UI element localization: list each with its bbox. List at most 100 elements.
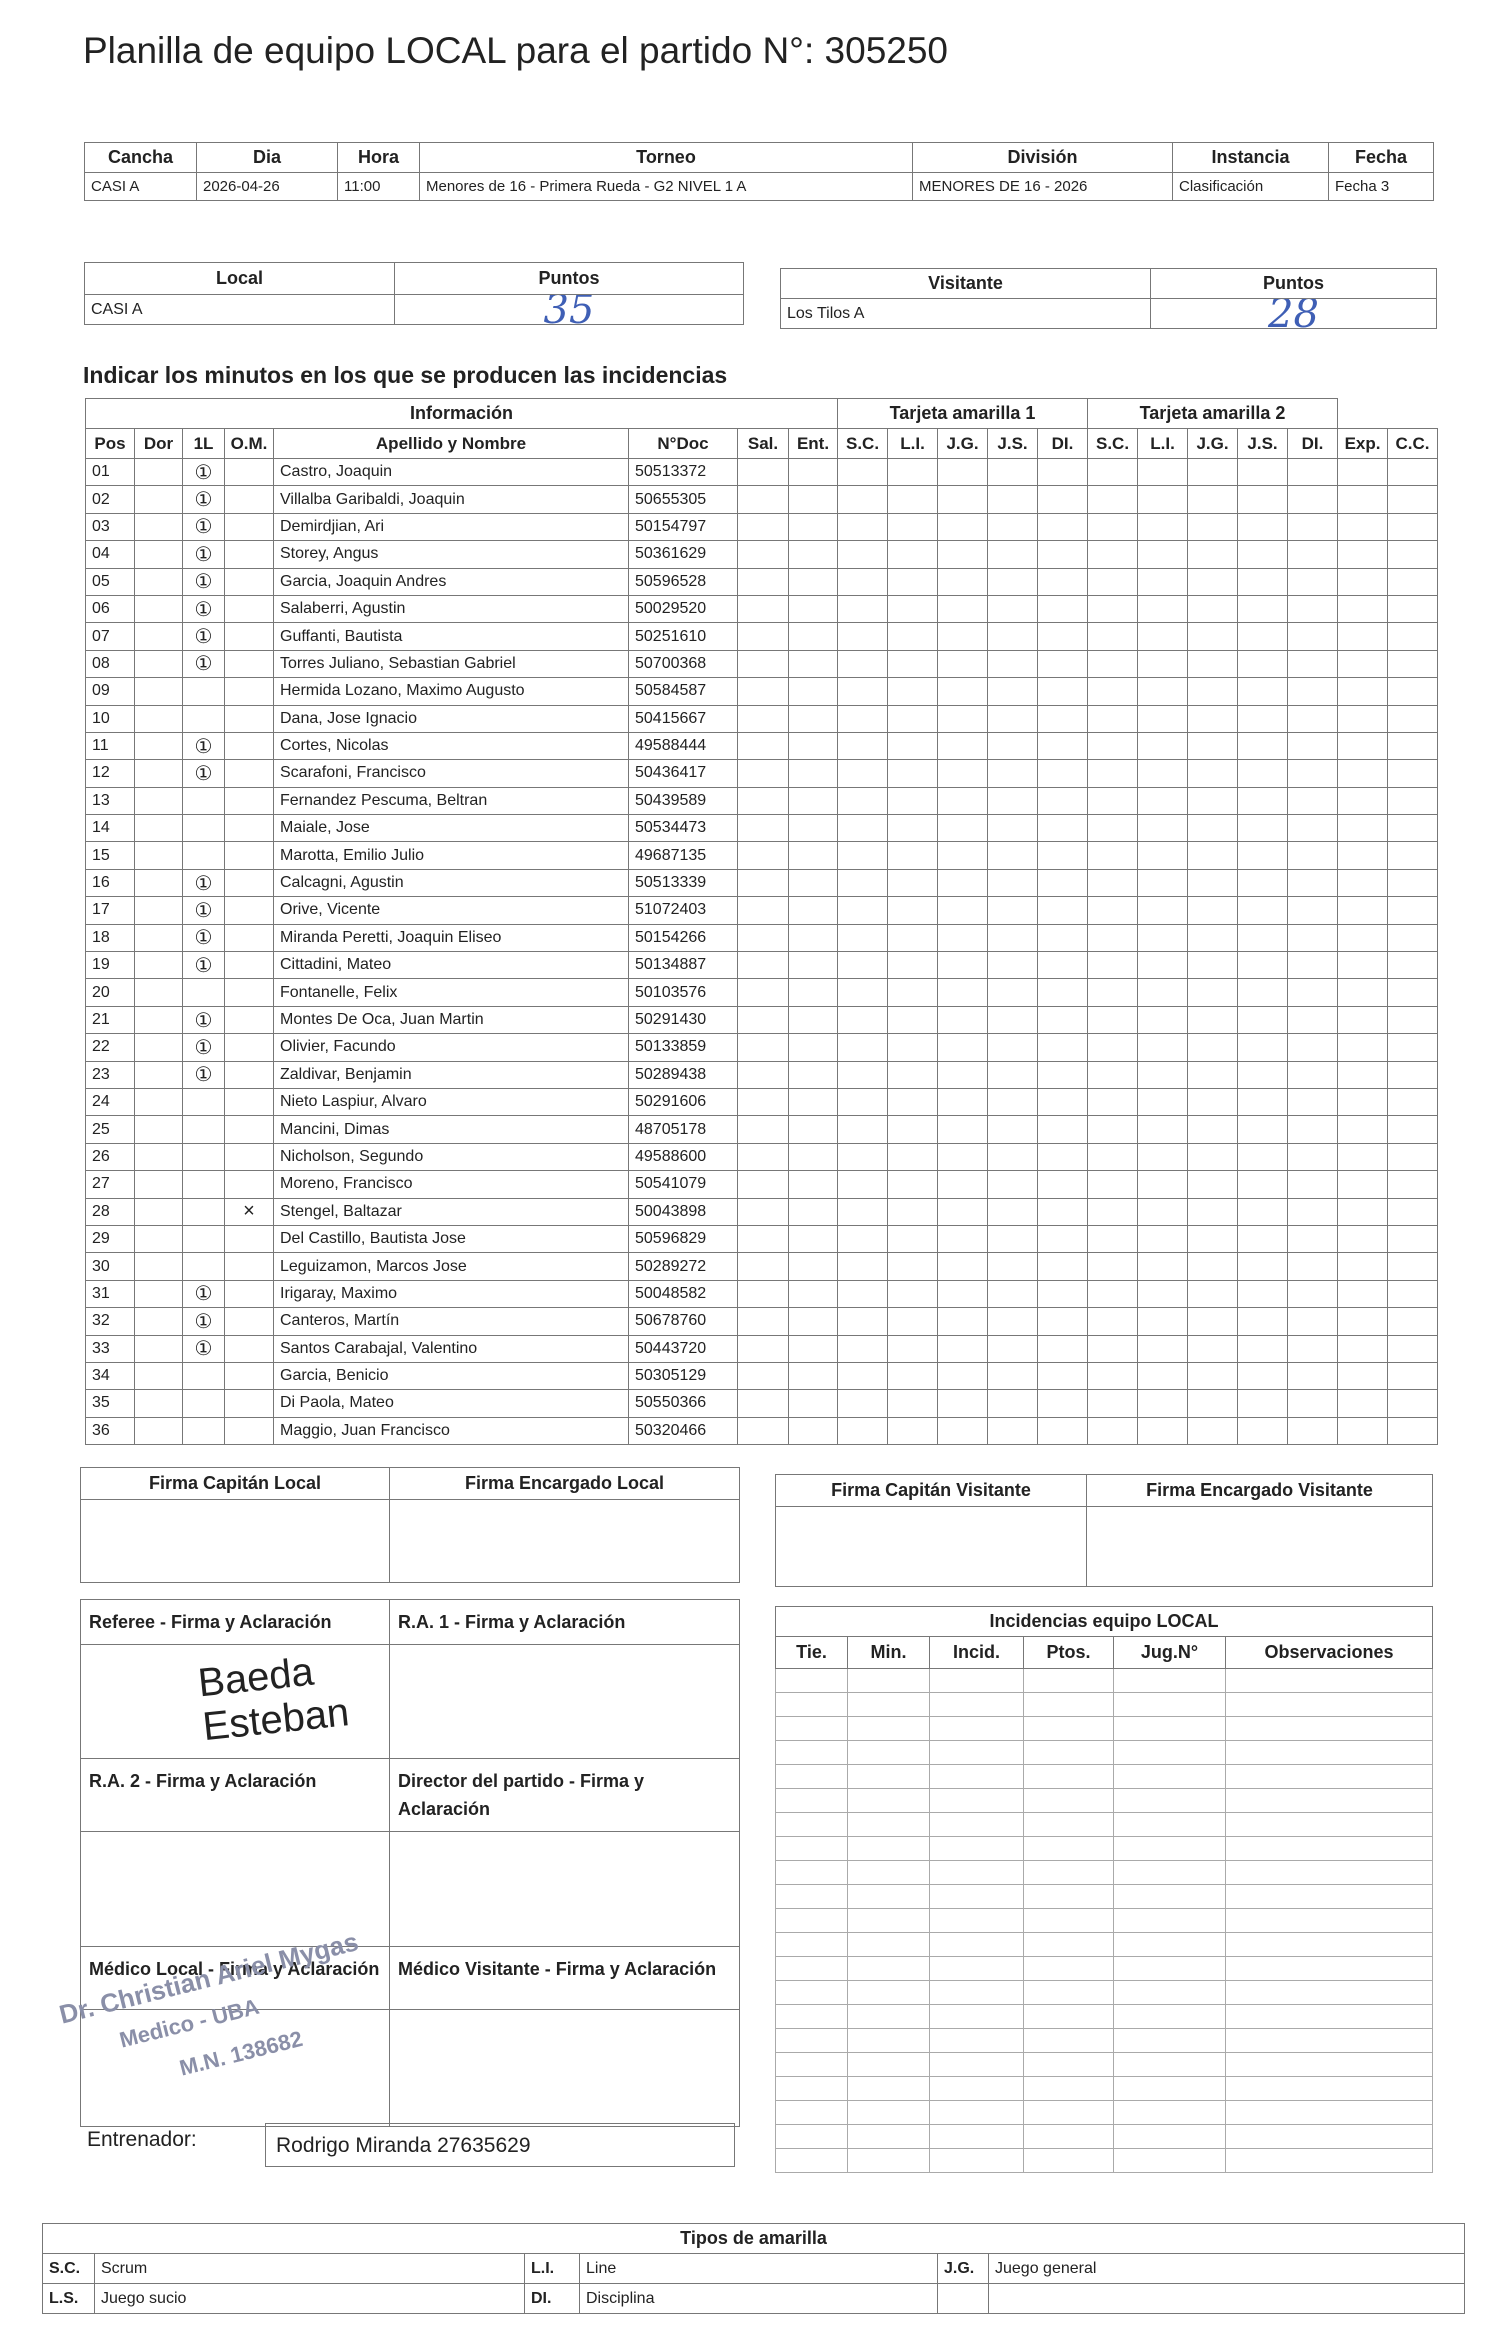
empty-cell (182, 677, 225, 706)
empty-cell (1137, 649, 1189, 679)
empty-cell (1187, 1197, 1239, 1226)
cell: Villalba Garibaldi, Joaquin (273, 485, 629, 514)
empty-cell (1187, 923, 1239, 953)
empty-cell (1287, 1087, 1339, 1117)
empty-cell (1137, 759, 1189, 788)
cell: 50154797 (628, 512, 738, 542)
empty-cell (1037, 1060, 1089, 1089)
cell: Médico Visitante - Firma y Aclaración (389, 1946, 740, 2010)
empty-cell (775, 1740, 848, 1765)
empty-cell (737, 1033, 789, 1062)
row: 14 Maiale, Jose 50534473 (85, 814, 1439, 843)
empty-cell (1037, 1115, 1089, 1144)
cell: ① (182, 457, 225, 487)
cell: 50436417 (628, 759, 738, 788)
empty-cell (847, 2148, 930, 2173)
empty-cell (1037, 759, 1089, 788)
empty-cell (1387, 923, 1439, 953)
empty-cell (1187, 1334, 1239, 1363)
empty-cell (1337, 594, 1389, 624)
empty-cell (1023, 1860, 1114, 1885)
cell: ① (182, 896, 225, 925)
empty-cell (1023, 1668, 1114, 1693)
cell: 50550366 (628, 1389, 738, 1418)
row: 10 Dana, Jose Ignacio 50415667 (85, 704, 1439, 733)
empty-cell (1037, 704, 1089, 733)
empty-cell (937, 1005, 989, 1035)
empty-cell (775, 2004, 848, 2029)
empty-cell (887, 786, 939, 816)
empty-cell (987, 1416, 1039, 1446)
empty-cell (837, 1115, 889, 1144)
row: 24 Nieto Laspiur, Alvaro 50291606 (85, 1087, 1439, 1117)
cell: 11 (85, 731, 135, 761)
empty-cell (837, 731, 889, 761)
cell: 50584587 (628, 677, 738, 706)
empty-cell (937, 1142, 989, 1172)
cell: Juego general (987, 2253, 1466, 2284)
empty-cell (1113, 1932, 1226, 1957)
cell: 05 (85, 567, 135, 596)
empty-cell (134, 1361, 183, 1391)
cell: ① (182, 923, 225, 953)
cell: Maggio, Juan Francisco (273, 1416, 629, 1446)
cell: 31 (85, 1279, 135, 1309)
empty-cell (1337, 1334, 1389, 1363)
empty-cell (937, 512, 989, 542)
cell: O.M. (224, 428, 274, 459)
empty-cell (929, 1812, 1024, 1837)
empty-cell (787, 1005, 839, 1035)
cell: 06 (85, 594, 135, 624)
empty-cell (1337, 457, 1389, 487)
empty-cell (1337, 1361, 1389, 1391)
empty-cell (1087, 1279, 1139, 1309)
empty-cell (987, 951, 1039, 980)
empty-cell (1337, 1197, 1389, 1226)
empty-cell (1037, 868, 1089, 898)
cell: 09 (85, 677, 135, 706)
row (775, 1716, 1434, 1741)
empty-cell (1137, 923, 1189, 953)
empty-cell (737, 814, 789, 843)
empty-cell (1337, 1033, 1389, 1062)
empty-cell (937, 1334, 989, 1363)
empty-cell (929, 1788, 1024, 1813)
empty-cell (1187, 1060, 1239, 1089)
empty-cell (987, 1005, 1039, 1035)
empty-cell (1337, 1060, 1389, 1089)
empty-cell (847, 2100, 930, 2125)
empty-cell (1137, 567, 1189, 596)
row: CASI A 2026-04-26 11:00 Menores de 16 - Pri… (84, 172, 1434, 201)
empty-cell (1037, 1197, 1089, 1226)
empty-cell (80, 1831, 390, 1947)
empty-cell (1137, 540, 1189, 569)
officials-table: Referee - Firma y Aclaración R.A. 1 - Fir… (80, 1599, 740, 2127)
cell: L.I. (524, 2253, 580, 2284)
empty-cell (134, 622, 183, 651)
empty-cell (775, 1506, 1087, 1587)
empty-cell (1037, 978, 1089, 1007)
empty-cell (787, 1361, 839, 1391)
empty-cell (775, 1956, 848, 1981)
cell: 50655305 (628, 485, 738, 514)
empty-cell (937, 540, 989, 569)
empty-cell (887, 704, 939, 733)
empty-cell (1087, 1416, 1139, 1446)
empty-cell (787, 567, 839, 596)
empty-cell (787, 1060, 839, 1089)
empty-cell (1023, 2124, 1114, 2149)
empty-cell (1187, 1252, 1239, 1281)
empty-cell (1287, 1279, 1339, 1309)
empty-cell (1187, 1033, 1239, 1062)
empty-cell (1087, 457, 1139, 487)
empty-cell (929, 1740, 1024, 1765)
empty-cell (1137, 1197, 1189, 1226)
coach-value: Rodrigo Miranda 27635629 (265, 2123, 735, 2167)
empty-cell (737, 1087, 789, 1117)
empty-cell (1137, 1389, 1189, 1418)
empty-cell (787, 1307, 839, 1336)
cell: Hermida Lozano, Maximo Augusto (273, 677, 629, 706)
empty-cell (1237, 1060, 1289, 1089)
empty-cell (1187, 841, 1239, 870)
empty-cell (1187, 786, 1239, 816)
